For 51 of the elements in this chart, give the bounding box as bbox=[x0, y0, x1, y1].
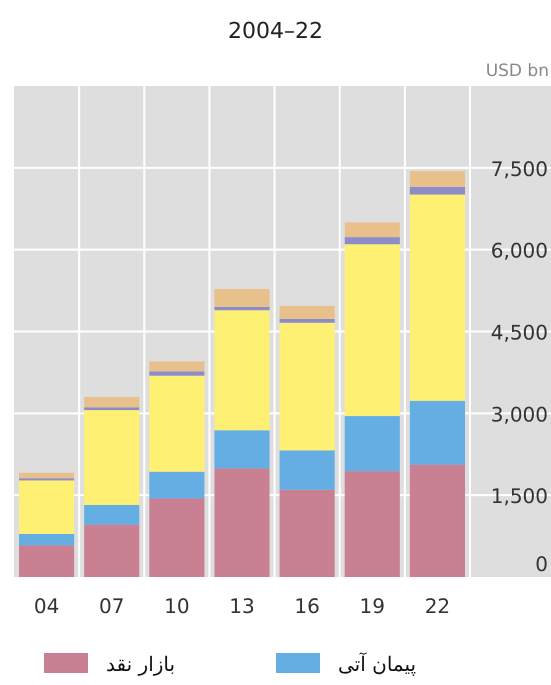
bar bbox=[149, 371, 204, 376]
bar bbox=[19, 534, 74, 546]
x-tick-label: 16 bbox=[294, 594, 320, 618]
bar bbox=[410, 186, 465, 195]
bar bbox=[280, 322, 335, 450]
bar bbox=[214, 306, 270, 310]
bar bbox=[19, 545, 74, 577]
bar bbox=[19, 480, 74, 534]
bar bbox=[19, 472, 74, 478]
x-tick-label: 07 bbox=[98, 594, 124, 618]
legend-label: بازار نقد bbox=[106, 652, 176, 676]
bar bbox=[149, 376, 204, 472]
bar bbox=[214, 430, 270, 468]
x-tick-label: 19 bbox=[360, 594, 386, 618]
bar bbox=[149, 472, 204, 498]
bar bbox=[214, 288, 270, 307]
bar bbox=[410, 464, 465, 577]
y-tick-label: 1,500 bbox=[490, 484, 548, 508]
bar bbox=[280, 450, 335, 490]
bar bbox=[410, 194, 465, 401]
bar bbox=[280, 318, 335, 323]
legend-label: پیمان آتی bbox=[338, 652, 416, 676]
bar bbox=[344, 471, 400, 577]
bar bbox=[84, 407, 140, 410]
bar bbox=[344, 244, 400, 416]
chart-title: 2004–22 bbox=[228, 19, 323, 44]
x-tick-label: 04 bbox=[34, 594, 60, 618]
y-axis-title: USD bn bbox=[486, 61, 549, 81]
x-tick-label: 10 bbox=[164, 594, 190, 618]
x-tick-label: 13 bbox=[229, 594, 255, 618]
bar bbox=[84, 396, 140, 408]
bar bbox=[410, 171, 465, 187]
y-tick-label: 7,500 bbox=[490, 156, 548, 181]
bar bbox=[344, 237, 400, 244]
bar bbox=[214, 310, 270, 430]
y-tick-label: 4,500 bbox=[490, 320, 548, 344]
bar bbox=[344, 416, 400, 472]
bar bbox=[84, 504, 140, 525]
bar bbox=[84, 410, 140, 505]
bar bbox=[84, 524, 140, 577]
x-tick-label: 22 bbox=[424, 594, 450, 618]
y-tick-label: 6,000 bbox=[490, 238, 548, 263]
bar bbox=[280, 490, 335, 577]
y-tick-label: 3,000 bbox=[490, 402, 548, 426]
bar bbox=[149, 362, 204, 372]
bar bbox=[344, 222, 400, 238]
bar bbox=[214, 468, 270, 577]
y-tick-label: 0 bbox=[535, 552, 548, 576]
bar bbox=[410, 400, 465, 465]
bar bbox=[149, 498, 204, 577]
bar bbox=[280, 306, 335, 319]
